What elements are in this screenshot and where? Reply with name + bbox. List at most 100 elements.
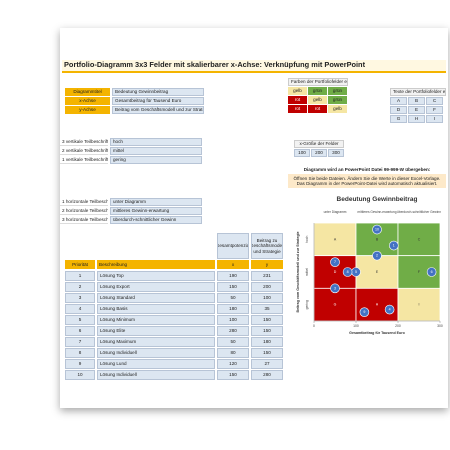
table-cell: 2 xyxy=(65,282,95,292)
column-caption: mittleres Gewinn-erwartung xyxy=(358,210,397,214)
table-cell: Lösung Standard xyxy=(97,293,215,303)
table-header: Beschreibung xyxy=(97,260,215,269)
table-cell: 9 xyxy=(65,359,95,369)
table-cell: Lösung Individuell xyxy=(97,370,215,380)
table-number: 150 xyxy=(251,315,283,325)
table-number: 50 xyxy=(217,337,249,347)
horizontal-value: überdurch-schnittlicher Gewinn xyxy=(110,216,202,224)
color-cell: rot xyxy=(288,105,307,113)
text-cell: B xyxy=(408,97,425,105)
text-cell: H xyxy=(408,115,425,123)
x-tick-label: 0 xyxy=(313,324,315,328)
point-label: 2 xyxy=(376,254,378,258)
row-caption: hoch xyxy=(305,236,309,243)
point-label: 9 xyxy=(363,310,365,314)
table-number: 150 xyxy=(217,282,249,292)
color-cell: gelb xyxy=(308,96,327,104)
data-point xyxy=(372,250,382,261)
table-cell: Lösung Export xyxy=(97,282,215,292)
setting-label: Diagrammtitel xyxy=(65,88,110,96)
table-number: 280 xyxy=(217,326,249,336)
portfolio-field xyxy=(313,287,357,322)
field-text: C xyxy=(418,237,421,241)
color-cell: gelb xyxy=(288,87,307,95)
table-cell: Lösung Top xyxy=(97,271,215,281)
point-label: 8 xyxy=(347,270,349,274)
data-point xyxy=(359,307,370,317)
text-cell: A xyxy=(390,97,407,105)
table-number: 231 xyxy=(251,271,283,281)
vertical-value: gering xyxy=(110,156,202,164)
point-label: 6 xyxy=(431,270,433,274)
setting-label: y-Achse xyxy=(65,106,110,114)
table-number: 120 xyxy=(217,359,249,369)
table-cell: Lösung Individuell xyxy=(97,348,215,358)
table-cell: 6 xyxy=(65,326,95,336)
table-number: 200 xyxy=(251,282,283,292)
x-tick-label: 100 xyxy=(353,324,359,328)
field-text: E xyxy=(376,270,379,274)
color-cell: grün xyxy=(328,87,347,95)
table-cell: 3 xyxy=(65,293,95,303)
table-number: 27 xyxy=(251,359,283,369)
field-text: B xyxy=(376,237,379,241)
setting-value: Bedeutung Gewinnbeitrag xyxy=(112,88,204,96)
table-number: 50 xyxy=(217,293,249,303)
sheet-title: Portfolio-Diagramm 3x3 Felder mit skalie… xyxy=(62,60,446,73)
color-cell: grün xyxy=(308,87,327,95)
table-header: Priorität xyxy=(65,260,95,269)
vertical-value: mittel xyxy=(110,147,202,155)
point-label: 10 xyxy=(375,227,379,231)
field-text: G xyxy=(334,303,337,307)
table-number: 80 xyxy=(217,348,249,358)
table-number: 150 xyxy=(251,326,283,336)
table-cell: Lösung Minimum xyxy=(97,315,215,325)
x-tick-label: 300 xyxy=(437,324,443,328)
chart-title: Bedeutung Gewinnbeitrag xyxy=(337,196,418,203)
field-size: 200 xyxy=(311,149,327,157)
data-point xyxy=(330,283,340,294)
data-point xyxy=(389,240,399,251)
colors-title: Farben der Portfoliofelder einstellen xyxy=(288,78,348,86)
table-cell: 4 xyxy=(65,304,95,314)
color-cell: gelb xyxy=(328,105,347,113)
x-tick-label: 200 xyxy=(395,324,401,328)
horizontal-value: unter Diagramm xyxy=(110,198,202,206)
text-cell: D xyxy=(390,106,407,114)
horizontal-label: 3 horizontale Teilbeschriftung xyxy=(60,216,108,224)
setting-value: Beitrag vom Geschäftsmodell und zur Stra… xyxy=(112,106,204,114)
text-cell: I xyxy=(426,115,443,123)
data-point xyxy=(426,267,437,277)
field-text: H xyxy=(376,303,379,307)
table-cell: 7 xyxy=(65,337,95,347)
point-label: 4 xyxy=(389,308,391,312)
point-label: 3 xyxy=(334,286,336,290)
data-point xyxy=(384,304,395,315)
data-point xyxy=(330,257,340,267)
table-cell: 5 xyxy=(65,315,95,325)
table-number: 150 xyxy=(217,370,249,380)
row-caption: gering xyxy=(305,300,309,310)
table-number: 280 xyxy=(251,370,283,380)
table-number: 180 xyxy=(251,337,283,347)
table-cell: Lösung Lund xyxy=(97,359,215,369)
text-cell: E xyxy=(408,106,425,114)
point-label: 1 xyxy=(393,243,395,247)
vertical-label: 3 vertikale Teilbeschriftung xyxy=(60,138,108,146)
table-header: Gesamtpotenzial xyxy=(217,233,249,259)
table-subheader: y xyxy=(251,260,283,269)
data-point xyxy=(372,224,382,235)
field-sizes-title: x-Größe der Felder xyxy=(294,140,344,148)
table-number: 180 xyxy=(217,304,249,314)
table-number: 35 xyxy=(251,304,283,314)
column-caption: unter Diagramm xyxy=(324,210,347,214)
vertical-label: 1 vertikale Teilbeschriftung xyxy=(60,156,108,164)
table-number: 100 xyxy=(251,293,283,303)
text-cell: F xyxy=(426,106,443,114)
horizontal-label: 2 horizontale Teilbeschriftung xyxy=(60,207,108,215)
note-text: Öffnen Sie beide Dateien. Ändern Sie die… xyxy=(288,174,446,188)
field-text: F xyxy=(418,270,420,274)
color-cell: grün xyxy=(328,96,347,104)
